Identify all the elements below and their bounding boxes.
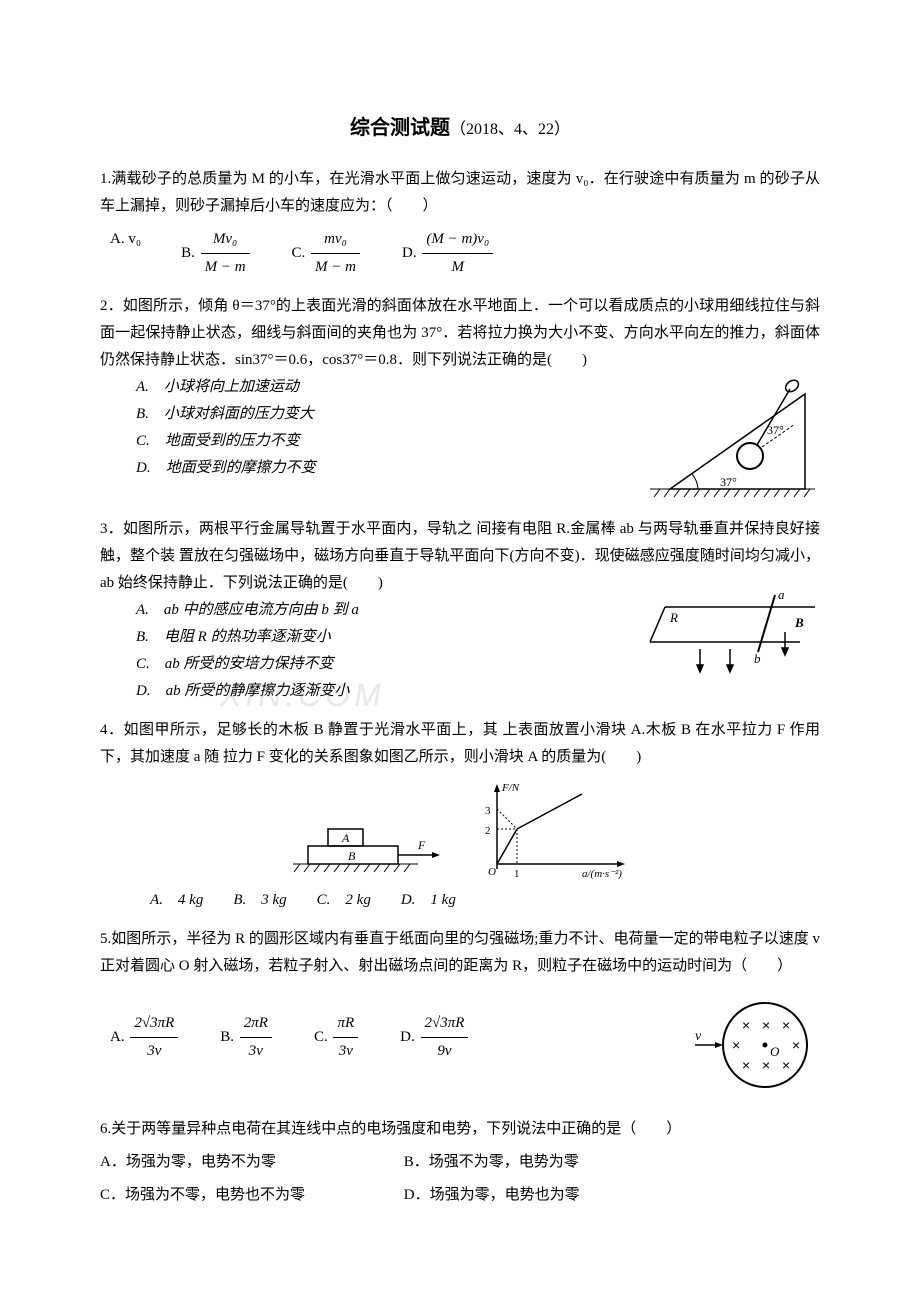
q1-opt-a: A. v₀ (110, 226, 141, 281)
q5-opt-b: B. 2πR3v (220, 1010, 274, 1065)
svg-text:×: × (782, 1017, 790, 1033)
question-4: 4．如图甲所示，足够长的木板 B 静置于光滑水平面上，其 上表面放置小滑块 A.… (100, 717, 820, 914)
q3-options: A. ab 中的感应电流方向由 b 到 a B. 电阻 R 的热功率逐渐变小 C… (100, 597, 820, 705)
q3-text: 3．如图所示，两根平行金属导轨置于水平面内，导轨之 间接有电阻 R.金属棒 ab… (100, 516, 820, 597)
q6-opt-a: A．场强为零，电势不为零 (100, 1149, 400, 1176)
svg-text:×: × (742, 1017, 750, 1033)
q3-opt-d: D. ab 所受的静摩擦力逐渐变小 (136, 678, 820, 705)
q4-opt-d: D. 1 kg (401, 887, 456, 914)
q2-figure-incline: 37° 37° (640, 374, 820, 504)
q6-options-row2: C．场强为不零，电势也不为零 D．场强为零，电势也为零 (100, 1182, 820, 1209)
q3-opt-c: C. ab 所受的安培力保持不变 (136, 651, 820, 678)
title-sub: （2018、4、22） (450, 121, 570, 138)
svg-text:×: × (782, 1057, 790, 1073)
question-1: 1.满载砂子的总质量为 M 的小车，在光滑水平面上做匀速运动，速度为 v₀．在行… (100, 166, 820, 281)
svg-text:37°: 37° (767, 423, 784, 437)
svg-text:37°: 37° (720, 475, 737, 489)
svg-text:F: F (417, 838, 426, 852)
q4-text-p1: 4．如图甲所示，足够长的木板 B 静置于光滑水平面上，其 (100, 722, 498, 738)
q1-text: 1.满载砂子的总质量为 M 的小车，在光滑水平面上做匀速运动，速度为 v₀．在行… (100, 166, 820, 220)
q1-opt-c: C. mv₀ M − m (292, 226, 362, 281)
question-5: 5.如图所示，半径为 R 的圆形区域内有垂直于纸面向里的匀强磁场;重力不计、电荷… (100, 926, 820, 1100)
svg-text:O: O (770, 1044, 780, 1059)
svg-text:a/(m·s⁻²): a/(m·s⁻²) (582, 868, 622, 879)
q5-opt-a: A. 2√3πR3v (110, 1010, 180, 1065)
q5-text: 5.如图所示，半径为 R 的圆形区域内有垂直于纸面向里的匀强磁场;重力不计、电荷… (100, 926, 820, 980)
svg-text:A: A (341, 831, 350, 845)
question-3: 3．如图所示，两根平行金属导轨置于水平面内，导轨之 间接有电阻 R.金属棒 ab… (100, 516, 820, 705)
q1-optd-frac: (M − m)v₀ M (422, 226, 493, 281)
q2-text: 2．如图所示，倾角 θ＝37°的上表面光滑的斜面体放在水平地面上．一个可以看成质… (100, 293, 820, 374)
svg-text:×: × (762, 1057, 770, 1073)
q4-opt-a: A. 4 kg (150, 887, 203, 914)
svg-text:v: v (695, 1029, 702, 1044)
svg-text:×: × (762, 1017, 770, 1033)
page-title: 综合测试题（2018、4、22） (100, 110, 820, 146)
svg-text:×: × (742, 1057, 750, 1073)
svg-text:×: × (792, 1037, 800, 1053)
q4-text-p3: 拉力 F 变化的关系图象如图乙所示，则小滑块 A 的质量为( ) (223, 749, 641, 765)
q5-options: A. 2√3πR3v B. 2πR3v C. πR3v D. 2√3πR9v (100, 1010, 682, 1065)
q6-opt-d: D．场强为零，电势也为零 (404, 1187, 580, 1203)
question-2: 2．如图所示，倾角 θ＝37°的上表面光滑的斜面体放在水平地面上．一个可以看成质… (100, 293, 820, 504)
q6-text: 6.关于两等量异种点电荷在其连线中点的电场强度和电势，下列说法中正确的是（ ） (100, 1116, 820, 1143)
q3-opt-a: A. ab 中的感应电流方向由 b 到 a (136, 597, 820, 624)
svg-text:1: 1 (514, 868, 520, 879)
q4-figures: A B F F/N a/(m·s⁻²) 3 2 1 O (100, 779, 820, 879)
title-main: 综合测试题 (350, 117, 450, 139)
question-6: 6.关于两等量异种点电荷在其连线中点的电场强度和电势，下列说法中正确的是（ ） … (100, 1116, 820, 1209)
q5-opt-c: C. πR3v (314, 1010, 360, 1065)
q6-options-row1: A．场强为零，电势不为零 B．场强不为零，电势为零 (100, 1149, 820, 1176)
svg-text:O: O (488, 866, 496, 878)
svg-text:3: 3 (485, 805, 491, 817)
q4-opt-b: B. 3 kg (233, 887, 286, 914)
svg-text:B: B (348, 849, 356, 863)
q1-optb-frac: Mv₀ M − m (201, 226, 250, 281)
q5-opt-d: D. 2√3πR9v (400, 1010, 470, 1065)
q4-figure-blocks: A B F (288, 809, 448, 879)
q3-opt-b: B. 电阻 R 的热功率逐渐变小 (136, 624, 820, 651)
q6-opt-c: C．场强为不零，电势也不为零 (100, 1182, 400, 1209)
q4-text: 4．如图甲所示，足够长的木板 B 静置于光滑水平面上，其 上表面放置小滑块 A.… (100, 717, 820, 771)
q4-opt-c: C. 2 kg (317, 887, 371, 914)
q4-figure-graph: F/N a/(m·s⁻²) 3 2 1 O (472, 779, 632, 879)
q5-figure-field: O ××× ×× ××× v (690, 990, 820, 1100)
q1-optc-label: C. (292, 245, 310, 261)
svg-text:×: × (732, 1037, 740, 1053)
q1-optd-label: D. (402, 245, 420, 261)
q3-text-p1: 3．如图所示，两根平行金属导轨置于水平面内，导轨之 (100, 521, 472, 537)
q1-opt-d: D. (M − m)v₀ M (402, 226, 495, 281)
q3-text-p3: 置放在匀强磁场中，磁场方向垂直于导轨平面向下(方向不变)．现使磁感应强度随时间均… (100, 548, 820, 591)
q6-opt-b: B．场强不为零，电势为零 (404, 1154, 579, 1170)
q1-optb-label: B. (181, 245, 199, 261)
svg-text:F/N: F/N (501, 782, 520, 794)
q1-optc-frac: mv₀ M − m (311, 226, 360, 281)
q1-opt-b: B. Mv₀ M − m (181, 226, 251, 281)
q4-options: A. 4 kg B. 3 kg C. 2 kg D. 1 kg (100, 887, 820, 914)
svg-text:2: 2 (485, 825, 491, 837)
q1-options: A. v₀ B. Mv₀ M − m C. mv₀ M − m D. (M − … (100, 226, 820, 281)
